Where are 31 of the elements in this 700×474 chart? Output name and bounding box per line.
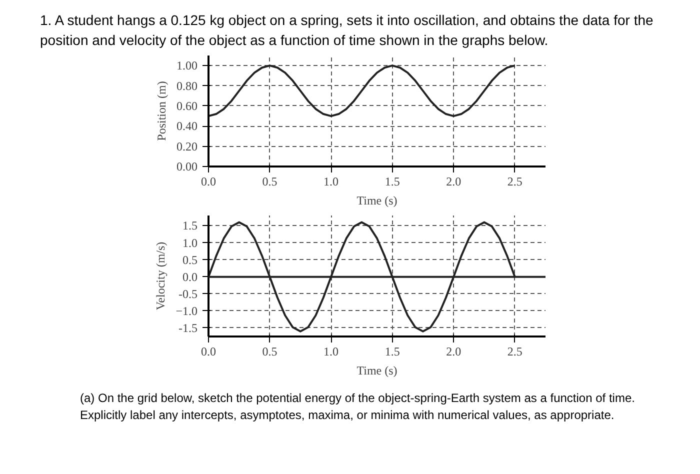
x-tick-label: 1.5 — [384, 344, 400, 358]
x-tick-label: 0.0 — [201, 174, 216, 188]
y-tick-label: 0.60 — [176, 98, 198, 113]
y-axis-title: Velocity (m/s) — [154, 242, 168, 310]
y-tick-label: -1.5 — [178, 320, 198, 335]
x-tick-label: 1.5 — [384, 174, 400, 188]
x-tick-label: 1.0 — [324, 174, 339, 188]
x-tick-label: 2.5 — [507, 344, 522, 358]
y-axis-title: Position (m) — [154, 81, 168, 141]
x-axis-title: Time (s) — [356, 194, 398, 208]
y-tick-label: 0.20 — [176, 139, 198, 154]
y-tick-label: 0.00 — [176, 160, 198, 174]
y-tick-label: −1.0 — [176, 304, 198, 318]
y-tick-label: 0.5 — [182, 252, 198, 267]
x-tick-label: 2.0 — [446, 174, 462, 188]
y-tick-label: 1.0 — [182, 236, 198, 250]
x-axis-title: Time (s) — [356, 364, 398, 378]
y-tick-label: 0.80 — [176, 78, 198, 93]
y-tick-label: 0.0 — [182, 270, 198, 284]
chart-title: 1. A student hangs a 0.125 kg object on a spring, sets it into oscillation, and obtains the data for the position and velocity of the object as a function of time shown in the graphs below. — [40, 11, 654, 50]
x-tick-label: 1.0 — [324, 344, 339, 358]
x-tick-label: 2.0 — [446, 344, 462, 358]
x-tick-label: 0.5 — [262, 174, 278, 188]
x-tick-label: 0.5 — [262, 344, 278, 358]
y-tick-label: 1.00 — [176, 58, 198, 73]
y-tick-label: 1.5 — [182, 218, 198, 233]
x-tick-label: 0.0 — [201, 344, 216, 358]
y-tick-label: 0.40 — [176, 119, 198, 134]
x-tick-label: 2.5 — [507, 174, 522, 188]
y-tick-label: -0.5 — [178, 286, 198, 301]
text: (a) On the grid below, sketch the potential energy of the object-spring-Earth system as a function of time. Explicitly label any intercepts, asymptotes, maxima, or minima with numerical values, as appropriate. — [80, 390, 636, 424]
